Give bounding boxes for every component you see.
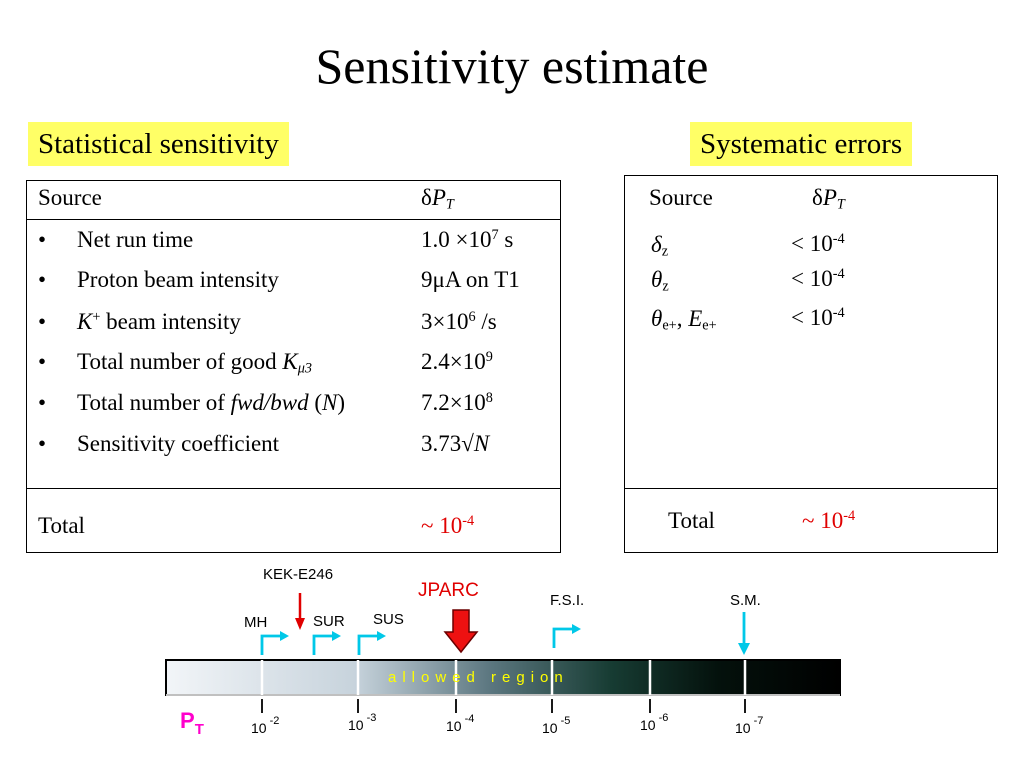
label-mh: MH: [244, 614, 268, 631]
row-value-kaon-intensity: 3×106 /s: [421, 309, 497, 334]
label-sm: S.M.: [730, 592, 761, 609]
systematic-total-divider: [624, 488, 998, 489]
axis-label-pt: PT: [180, 708, 204, 738]
kek-arrow-icon: [295, 593, 305, 630]
statistical-col-source: Source: [38, 185, 102, 210]
systematic-col-source: Source: [649, 185, 713, 210]
tick-label: 10 -5: [542, 715, 571, 736]
statistical-total-value: ~ 10-4: [421, 513, 475, 538]
systematic-table: [624, 175, 998, 553]
bullet-icon: •: [38, 227, 47, 252]
statistical-heading: Statistical sensitivity: [28, 122, 289, 166]
statistical-table: [26, 180, 561, 553]
label-sur: SUR: [313, 613, 345, 630]
row-value-sensitivity-coefficient: 3.73√N: [421, 431, 490, 456]
row-value-good-kmu3: 2.4×109: [421, 349, 493, 374]
systematic-source-theta-z: θz: [651, 267, 669, 295]
cyan-bent-arrows: [260, 624, 581, 655]
bullet-icon: •: [38, 431, 47, 456]
tick-label: 10 -2: [251, 715, 280, 736]
row-label-kaon-intensity: K+ beam intensity: [77, 309, 241, 334]
statistical-col-dpt: δPT: [421, 185, 454, 213]
label-fsi: F.S.I.: [550, 592, 585, 609]
systematic-source-theta-e: θe+, Ee+: [651, 306, 717, 334]
systematic-value-delta-z: < 10-4: [791, 231, 845, 256]
allowed-region-text: allowed region: [388, 669, 569, 686]
scale-ticks: [261, 699, 746, 713]
row-value-fwd-bwd: 7.2×108: [421, 390, 493, 415]
tick-label: 10 -6: [640, 712, 669, 733]
row-label-sensitivity-coefficient: Sensitivity coefficient: [77, 431, 280, 456]
statistical-header-divider: [26, 219, 561, 220]
row-label-fwd-bwd: Total number of fwd/bwd (N): [77, 390, 346, 415]
row-label-good-kmu3: Total number of good Kμ3: [77, 349, 312, 377]
statistical-total-label: Total: [38, 513, 85, 538]
jparc-arrow-icon: [443, 609, 479, 654]
label-jparc: JPARC: [418, 580, 479, 601]
allowed-region-bar: [165, 659, 841, 696]
systematic-value-theta-e: < 10-4: [791, 305, 845, 330]
bullet-icon: •: [38, 309, 47, 334]
sensitivity-scale: KEK-E246 JPARC MH SUR SUS F.S.I. S.M. al…: [0, 560, 1024, 768]
page-title: Sensitivity estimate: [315, 38, 709, 94]
bar-dividers: [260, 660, 747, 695]
bullet-icon: •: [38, 390, 47, 415]
systematic-heading: Systematic errors: [690, 122, 913, 166]
label-sus: SUS: [373, 611, 404, 628]
tick-label: 10 -4: [446, 713, 475, 734]
tick-label: 10 -7: [735, 715, 764, 736]
bullet-icon: •: [38, 349, 47, 374]
row-label-proton-intensity: Proton beam intensity: [77, 267, 279, 292]
systematic-source-delta-z: δz: [651, 232, 669, 260]
label-kek-e246: KEK-E246: [263, 566, 334, 583]
statistical-total-divider: [26, 488, 561, 489]
row-label-run-time: Net run time: [77, 227, 194, 252]
systematic-total-label: Total: [668, 508, 715, 533]
tick-label: 10 -3: [348, 712, 377, 733]
sm-arrow-icon: [738, 612, 750, 655]
bullet-icon: •: [38, 267, 47, 292]
systematic-value-theta-z: < 10-4: [791, 266, 845, 291]
row-value-proton-intensity: 9μA on T1: [421, 267, 520, 292]
systematic-col-dpt: δPT: [812, 185, 845, 213]
row-value-run-time: 1.0 ×107 s: [421, 227, 514, 252]
systematic-total-value: ~ 10-4: [802, 508, 856, 533]
scale-graphic: [165, 593, 841, 713]
